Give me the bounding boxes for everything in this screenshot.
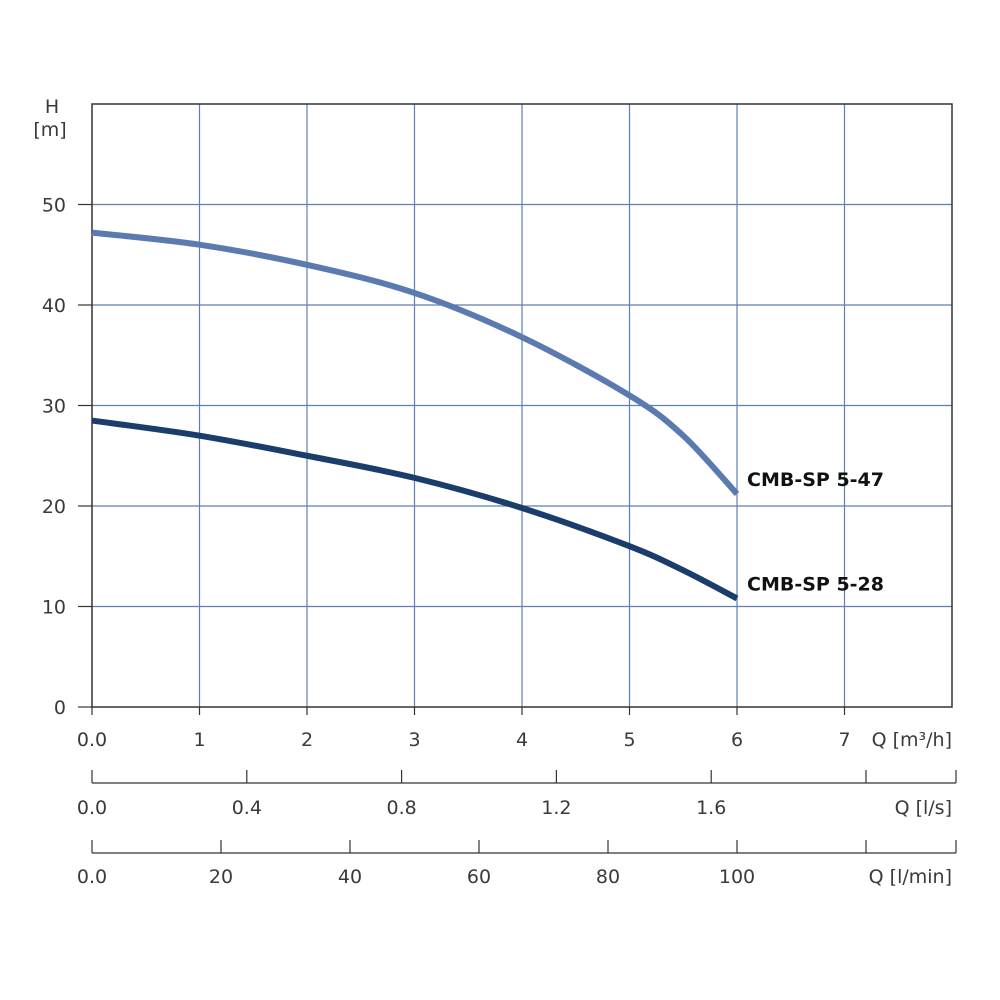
y-tick-label: 30 bbox=[42, 396, 66, 418]
x-tick-label-m3h: 6 bbox=[731, 729, 743, 751]
x-tick-label-m3h: 0.0 bbox=[77, 729, 107, 751]
y-tick-label: 0 bbox=[54, 697, 66, 719]
secondary-axis-unit: Q [l/s] bbox=[895, 797, 952, 819]
secondary-axis-unit: Q [l/min] bbox=[869, 866, 952, 888]
secondary-tick-label: 1.6 bbox=[696, 797, 726, 819]
x-axes: 0.0 1 2 3 4 5 6 7 Q [m³/h] 0.0 0.4 0.8 1.2 1.6 Q [l/s]… bbox=[77, 707, 957, 888]
secondary-tick-label: 0.8 bbox=[386, 797, 416, 819]
x-tick-label-m3h: 7 bbox=[838, 729, 850, 751]
x-tick-label-m3h: 2 bbox=[301, 729, 313, 751]
series-group bbox=[91, 229, 740, 602]
secondary-tick-label: 0.0 bbox=[77, 797, 107, 819]
y-tick-label: 20 bbox=[42, 496, 66, 518]
y-axis-label: H bbox=[45, 96, 59, 118]
secondary-tick-label: 60 bbox=[467, 866, 491, 888]
y-tick-label: 40 bbox=[42, 295, 66, 317]
x-tick-label-m3h: 3 bbox=[408, 729, 420, 751]
x-axis-unit-m3h: Q [m³/h] bbox=[872, 729, 952, 751]
x-tick-label-m3h: 5 bbox=[623, 729, 635, 751]
y-tick-label: 10 bbox=[42, 597, 66, 619]
secondary-tick-label: 20 bbox=[209, 866, 233, 888]
secondary-tick-label: 0.4 bbox=[232, 797, 262, 819]
series-label-1: CMB-SP 5-47 bbox=[747, 469, 884, 491]
y-axis-unit: [m] bbox=[33, 119, 66, 141]
y-tick-label: 50 bbox=[42, 195, 66, 217]
series-line-2 bbox=[91, 417, 739, 602]
secondary-tick-label: 0.0 bbox=[77, 866, 107, 888]
series-line-1 bbox=[91, 229, 740, 496]
grid bbox=[92, 104, 952, 707]
secondary-tick-label: 100 bbox=[719, 866, 755, 888]
secondary-tick-label: 40 bbox=[338, 866, 362, 888]
series-labels: CMB-SP 5-47 CMB-SP 5-28 bbox=[747, 469, 884, 596]
series-label-2: CMB-SP 5-28 bbox=[747, 573, 884, 595]
x-tick-label-m3h: 4 bbox=[516, 729, 528, 751]
secondary-tick-label: 80 bbox=[596, 866, 620, 888]
y-axis: H [m] 0 10 20 30 40 50 bbox=[33, 96, 92, 719]
secondary-tick-label: 1.2 bbox=[541, 797, 571, 819]
x-tick-label-m3h: 1 bbox=[193, 729, 205, 751]
